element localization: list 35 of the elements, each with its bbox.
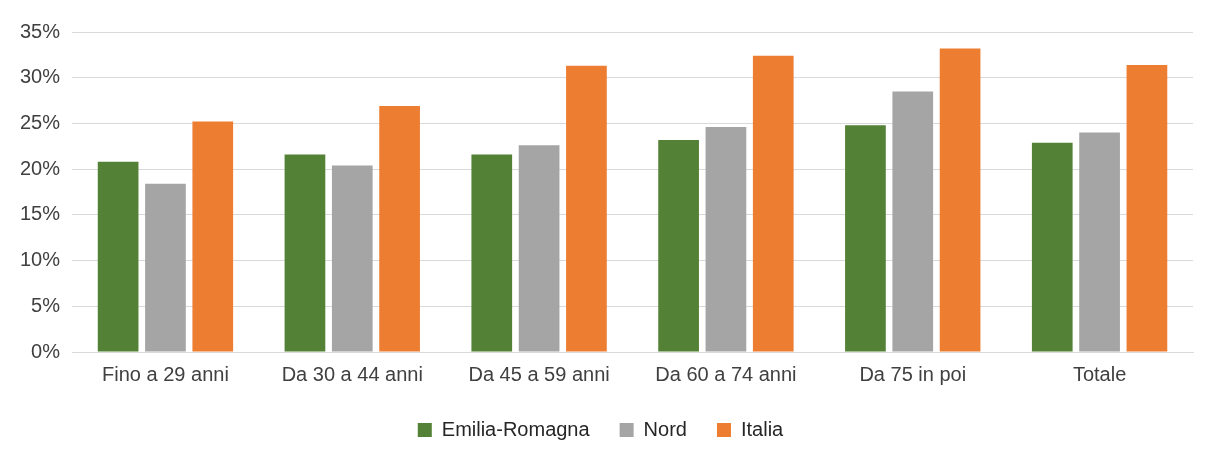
- x-tick-label: Totale: [1072, 362, 1127, 385]
- bar: [892, 91, 934, 352]
- bar: [97, 161, 139, 352]
- x-tick-label: Da 75 in poi: [859, 362, 967, 385]
- bar: [752, 55, 794, 352]
- y-tick-label: 0%: [31, 339, 61, 362]
- y-tick-label: 35%: [20, 19, 61, 42]
- y-tick-label: 5%: [31, 293, 61, 316]
- bar: [1079, 132, 1120, 352]
- bar: [192, 121, 234, 352]
- y-tick-label: 25%: [20, 110, 61, 133]
- x-tick-label: Da 30 a 44 anni: [281, 362, 423, 385]
- bar: [845, 125, 886, 352]
- bar: [1126, 64, 1168, 352]
- bar: [1031, 142, 1073, 352]
- legend-label: Italia: [740, 417, 785, 440]
- y-tick-label: 30%: [20, 65, 61, 88]
- x-tick-label: Da 45 a 59 anni: [468, 362, 610, 385]
- bar: [379, 106, 420, 352]
- bar: [284, 154, 326, 352]
- bar: [705, 127, 747, 352]
- bar: [518, 145, 560, 352]
- y-tick-label: 10%: [20, 248, 61, 271]
- bar: [331, 165, 373, 352]
- bar: [145, 183, 186, 352]
- bar: [939, 48, 981, 352]
- legend-label: Nord: [643, 417, 687, 440]
- x-tick-label: Fino a 29 anni: [102, 362, 229, 385]
- y-tick-label: 15%: [20, 202, 61, 225]
- legend-label: Emilia-Romagna: [441, 417, 591, 440]
- y-tick-label: 20%: [20, 156, 61, 179]
- x-tick-label: Da 60 a 74 anni: [655, 362, 797, 385]
- bar: [471, 154, 513, 352]
- bar: [658, 139, 699, 352]
- bar: [566, 65, 607, 352]
